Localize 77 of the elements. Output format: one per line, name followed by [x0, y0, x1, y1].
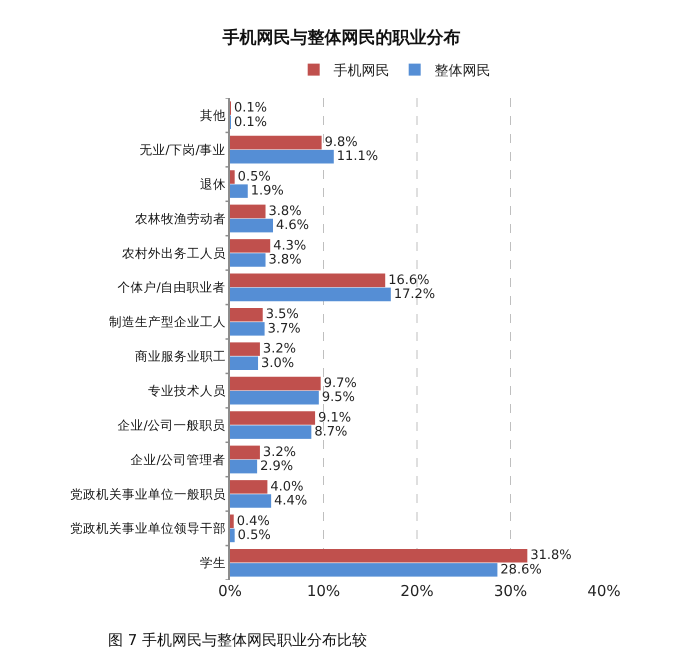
- data-label: 4.3%: [273, 238, 306, 254]
- data-label: 3.8%: [268, 204, 302, 219]
- x-tick-label: 40%: [587, 582, 621, 600]
- y-tick-label: 农村外出务工人员: [122, 245, 226, 260]
- chart-title: 手机网民与整体网民的职业分布: [222, 28, 460, 48]
- data-label: 9.5%: [322, 390, 355, 406]
- data-label: 16.6%: [388, 272, 430, 288]
- y-tick-label: 企业/公司管理者: [130, 452, 226, 467]
- bar: [230, 514, 234, 528]
- bar: [230, 390, 319, 404]
- x-tick-label: 0%: [218, 582, 242, 600]
- y-tick-label: 党政机关事业单位一般职员: [70, 486, 226, 502]
- data-label: 2.9%: [260, 459, 294, 474]
- data-label: 4.0%: [270, 479, 304, 494]
- bar: [230, 494, 272, 508]
- data-label: 11.1%: [336, 149, 378, 164]
- data-label: 3.2%: [262, 342, 296, 357]
- caption: 图 7 手机网民与整体网民职业分布比较: [108, 631, 368, 649]
- bar: [230, 342, 260, 356]
- bar: [230, 356, 258, 370]
- data-label: 3.2%: [262, 444, 296, 460]
- bar: [230, 253, 266, 267]
- data-label: 8.7%: [314, 424, 348, 440]
- data-label: 4.6%: [276, 218, 310, 234]
- y-tick-label: 学生: [200, 555, 226, 570]
- bar: [230, 563, 498, 577]
- y-tick-label: 制造生产型企业工人: [108, 314, 226, 330]
- data-label: 3.7%: [268, 321, 301, 336]
- y-tick-label: 商业服务业职工: [134, 348, 226, 364]
- bar: [230, 136, 322, 150]
- bar: [230, 170, 235, 184]
- data-label: 4.4%: [274, 493, 308, 508]
- y-tick-label: 党政机关事业单位领导干部: [70, 520, 226, 536]
- data-label: 9.8%: [324, 135, 358, 150]
- bar: [230, 411, 316, 425]
- data-label: 0.5%: [238, 528, 271, 543]
- bar: [230, 460, 258, 474]
- bar: [230, 184, 248, 198]
- x-tick-label: 10%: [306, 582, 340, 600]
- bar: [230, 376, 321, 390]
- y-tick-label: 专业技术人员: [148, 383, 226, 398]
- bar: [230, 528, 235, 542]
- data-label: 0.1%: [234, 114, 268, 130]
- bar: [230, 204, 266, 218]
- data-label: 3.5%: [266, 307, 299, 322]
- x-tick-label: 30%: [494, 582, 528, 600]
- bar: [230, 150, 334, 164]
- data-label: 3.8%: [268, 252, 302, 268]
- x-tick-label: 20%: [400, 582, 434, 600]
- bar: [230, 288, 391, 302]
- data-label: 1.9%: [250, 184, 284, 199]
- bar: [230, 218, 274, 232]
- bar: [230, 308, 263, 322]
- legend-label: 整体网民: [434, 63, 491, 80]
- data-label: 0.5%: [238, 170, 271, 185]
- data-label: 17.2%: [394, 286, 436, 302]
- data-label: 28.6%: [500, 562, 542, 578]
- legend-label: 手机网民: [334, 63, 390, 80]
- data-label: 9.7%: [324, 376, 357, 392]
- bar: [230, 322, 265, 336]
- data-label: 31.8%: [530, 548, 572, 564]
- y-tick-label: 退休: [200, 176, 226, 192]
- data-label: 0.1%: [234, 100, 268, 116]
- y-tick-label: 个体户/自由职业者: [118, 280, 226, 295]
- y-tick-label: 农林牧渔劳动者: [134, 210, 226, 226]
- data-label: 0.4%: [236, 514, 270, 529]
- bar: [230, 425, 312, 439]
- bar: [230, 446, 260, 460]
- y-tick-label: 其他: [200, 108, 226, 123]
- y-tick-label: 无业/下岗/事业: [139, 142, 226, 158]
- y-tick-label: 企业/公司一般职员: [118, 417, 226, 432]
- data-label: 3.0%: [261, 356, 294, 371]
- bar: [230, 480, 268, 494]
- data-label: 9.1%: [318, 410, 352, 426]
- bar: [230, 274, 386, 288]
- bar: [230, 548, 528, 562]
- bar: [230, 239, 270, 253]
